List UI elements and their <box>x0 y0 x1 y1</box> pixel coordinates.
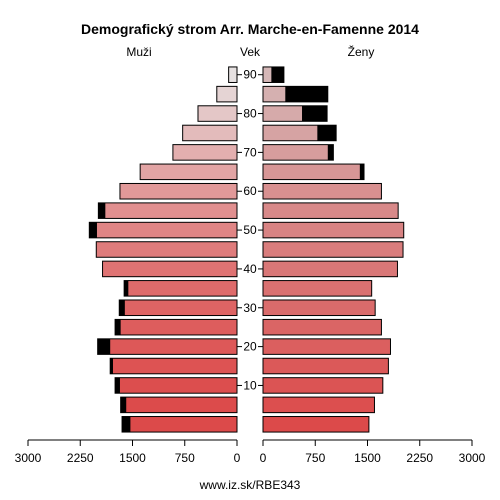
age-tick-label: 60 <box>243 184 257 198</box>
right-x-tick-label: 750 <box>305 451 325 465</box>
female-bar <box>263 280 372 297</box>
female-bar <box>263 416 369 433</box>
male-bar <box>228 66 237 83</box>
female-bar-outline <box>262 280 373 297</box>
footer-url: www.iz.sk/RBE343 <box>199 478 301 492</box>
female-bar-outline <box>262 163 365 181</box>
male-bar-outline <box>216 85 238 103</box>
male-excess-bar <box>110 358 113 374</box>
male-bar <box>97 338 238 355</box>
male-bar <box>122 416 237 433</box>
age-tick-label: 80 <box>243 107 257 121</box>
male-bar-outline <box>120 396 238 414</box>
male-bar <box>102 261 237 277</box>
center-axis-label: Vek <box>240 45 261 59</box>
male-bar <box>182 125 237 141</box>
age-tick-label: 10 <box>243 378 257 392</box>
male-bar <box>124 280 237 297</box>
left-x-tick-label: 3000 <box>15 451 42 465</box>
male-excess-bar <box>115 319 121 335</box>
female-bar-outline <box>262 396 375 414</box>
female-bar-outline <box>262 318 382 336</box>
female-excess-bar <box>359 164 365 180</box>
male-bar <box>197 105 237 122</box>
female-bar-outline <box>262 241 404 258</box>
right-x-tick-label: 3000 <box>459 451 486 465</box>
left-axis-label: Muži <box>126 45 151 59</box>
left-x-tick-label: 1500 <box>119 451 146 465</box>
male-excess-bar <box>124 280 129 297</box>
male-bar-outline <box>182 124 238 142</box>
female-bar <box>263 377 383 394</box>
male-excess-bar <box>89 222 97 238</box>
right-x-tick-label: 2250 <box>406 451 433 465</box>
male-bar-outline <box>121 416 238 433</box>
male-excess-bar <box>97 338 111 355</box>
x-axes: 3000 2250 1500 750 0 0 750 1500 2250 3000 <box>15 439 486 465</box>
male-bar <box>216 86 237 102</box>
female-bar-outline <box>262 416 370 433</box>
female-bar <box>263 261 398 277</box>
age-tick-label: 20 <box>243 340 257 354</box>
female-excess-bar <box>302 105 328 122</box>
male-bar-outline <box>97 202 238 219</box>
chart-title: Demografický strom Arr. Marche-en-Famenn… <box>81 21 419 37</box>
age-tick-label: 70 <box>243 145 257 159</box>
female-bar <box>263 164 365 180</box>
male-bar-outline <box>109 357 238 375</box>
female-bar <box>263 222 404 238</box>
male-bar-outline <box>114 318 238 336</box>
male-excess-bar <box>115 377 120 394</box>
female-bar <box>263 144 334 161</box>
female-excess-bar <box>327 144 334 161</box>
male-bar-outline <box>139 163 238 181</box>
male-excess-bar <box>122 416 131 433</box>
female-bar <box>263 358 389 374</box>
male-bar-outline <box>123 280 238 297</box>
female-bar <box>263 183 382 200</box>
male-bar <box>172 144 237 161</box>
female-bar-outline <box>262 85 329 103</box>
right-axis-label: Ženy <box>348 44 375 59</box>
left-x-tick-label: 750 <box>175 451 195 465</box>
female-bar-outline <box>262 202 399 219</box>
female-excess-bar <box>271 66 284 83</box>
female-bar <box>263 241 404 258</box>
female-excess-bar <box>317 125 337 141</box>
male-excess-bar <box>120 397 127 413</box>
male-excess-bar <box>98 202 106 219</box>
age-tick-label: 30 <box>243 301 257 315</box>
male-bar <box>119 299 237 316</box>
female-excess-bar <box>285 86 328 102</box>
male-bar <box>96 241 237 258</box>
right-x-tick-label: 0 <box>260 451 267 465</box>
male-bar <box>140 164 237 180</box>
age-tick-label: 50 <box>243 223 257 237</box>
male-bar <box>98 202 237 219</box>
male-bar-outline <box>95 241 238 258</box>
left-x-tick-label: 0 <box>234 451 241 465</box>
female-bar <box>263 299 376 316</box>
age-tick-label: 90 <box>243 68 257 82</box>
female-bar <box>263 397 375 413</box>
right-x-tick-label: 1500 <box>354 451 381 465</box>
female-bar <box>263 338 391 355</box>
male-bar <box>89 222 237 238</box>
bars-group <box>88 66 405 433</box>
female-bar-outline <box>262 124 337 142</box>
male-bar <box>110 358 237 374</box>
female-bar <box>263 202 399 219</box>
left-x-tick-label: 2250 <box>67 451 94 465</box>
male-bar <box>115 377 237 394</box>
age-tick-label: 40 <box>243 262 257 276</box>
female-bar <box>263 319 382 335</box>
female-bar-outline <box>262 357 389 375</box>
male-bar <box>119 183 237 200</box>
age-axis: 10 20 30 40 50 60 70 80 90 <box>237 68 263 392</box>
male-bar <box>115 319 237 335</box>
male-excess-bar <box>119 299 125 316</box>
male-bar <box>120 397 237 413</box>
